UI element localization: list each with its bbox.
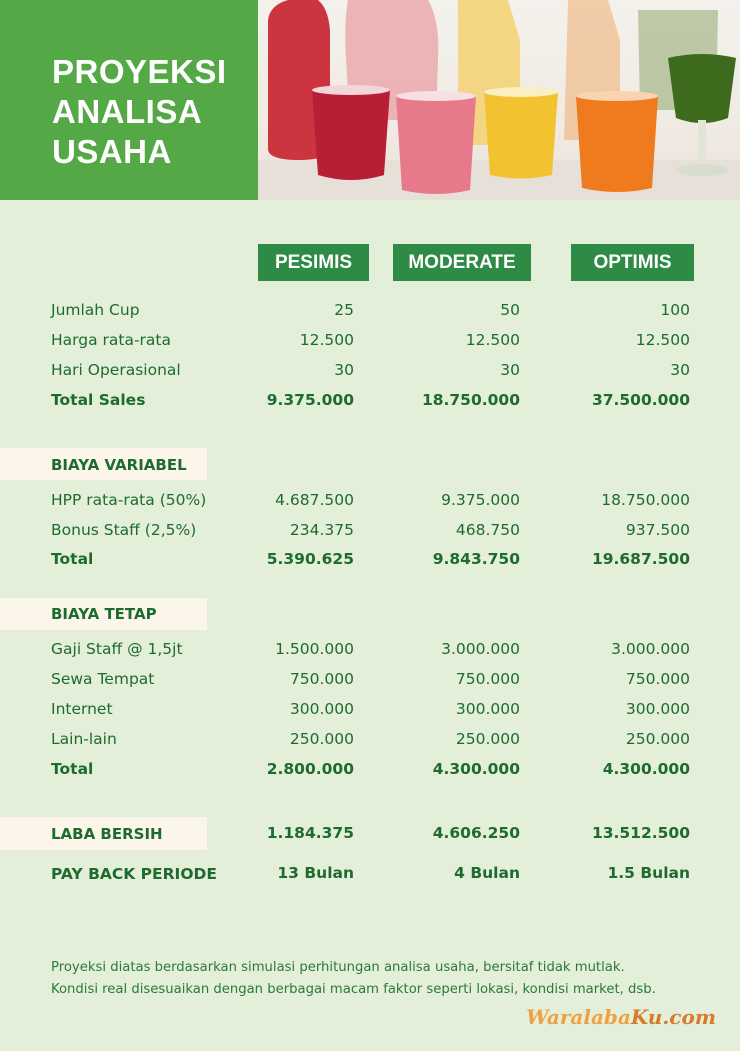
title-line: ANALISA [52, 93, 203, 130]
cell-moderate: 3.000.000 [441, 640, 520, 658]
total-tetap-moderate: 4.300.000 [432, 760, 520, 778]
cell-pesimis: 750.000 [289, 670, 354, 688]
row-label: Sewa Tempat [51, 670, 155, 688]
cell-optimis: 30 [670, 361, 690, 379]
total-sales-pesimis: 9.375.000 [266, 391, 354, 409]
total-tetap-optimis: 4.300.000 [602, 760, 690, 778]
cell-optimis: 100 [660, 301, 690, 319]
cell-moderate: 9.375.000 [441, 491, 520, 509]
row-label: Bonus Staff (2,5%) [51, 521, 197, 539]
section-band [0, 598, 207, 630]
cell-moderate: 468.750 [455, 521, 520, 539]
juice-glasses-photo [258, 0, 740, 200]
cell-optimis: 750.000 [625, 670, 690, 688]
total-variabel-optimis: 19.687.500 [591, 550, 690, 568]
cell-optimis: 12.500 [635, 331, 690, 349]
row-label: HPP rata-rata (50%) [51, 491, 207, 509]
title-line: PROYEKSI [52, 53, 227, 90]
cell-moderate: 30 [500, 361, 520, 379]
cell-moderate: 12.500 [465, 331, 520, 349]
watermark-part: Waralaba [526, 1005, 631, 1029]
total-variabel-moderate: 9.843.750 [432, 550, 520, 568]
total-sales-label: Total Sales [51, 391, 146, 409]
cell-optimis: 3.000.000 [611, 640, 690, 658]
payback-optimis: 1.5 Bulan [607, 864, 690, 882]
row-label: Hari Operasional [51, 361, 181, 379]
cell-moderate: 750.000 [455, 670, 520, 688]
watermark-part: Ku.com [630, 1005, 716, 1029]
total-variabel-pesimis: 5.390.625 [266, 550, 354, 568]
cell-pesimis: 234.375 [289, 521, 354, 539]
footnote-line: Proyeksi diatas berdasarkan simulasi per… [51, 960, 625, 975]
cell-pesimis: 25 [334, 301, 354, 319]
laba-bersih-optimis: 13.512.500 [591, 824, 690, 842]
total-sales-moderate: 18.750.000 [421, 391, 520, 409]
cell-pesimis: 1.500.000 [275, 640, 354, 658]
row-label: Internet [51, 700, 113, 718]
cell-moderate: 250.000 [455, 730, 520, 748]
cell-pesimis: 4.687.500 [275, 491, 354, 509]
total-sales-optimis: 37.500.000 [591, 391, 690, 409]
section-band [0, 817, 207, 850]
cell-moderate: 300.000 [455, 700, 520, 718]
column-header-pesimis: PESIMIS [258, 244, 369, 281]
row-label: Jumlah Cup [51, 301, 140, 319]
cell-optimis: 300.000 [625, 700, 690, 718]
cell-moderate: 50 [500, 301, 520, 319]
laba-bersih-pesimis: 1.184.375 [266, 824, 354, 842]
total-variabel-label: Total [51, 550, 94, 568]
juice-illustration [258, 0, 740, 200]
page-title: PROYEKSI ANALISA USAHA [52, 52, 227, 172]
column-header-moderate: MODERATE [393, 244, 531, 281]
cell-optimis: 18.750.000 [601, 491, 690, 509]
section-title-biaya-variabel: BIAYA VARIABEL [51, 456, 187, 474]
row-label: Lain-lain [51, 730, 117, 748]
title-line: USAHA [52, 133, 172, 170]
laba-bersih-moderate: 4.606.250 [432, 824, 520, 842]
total-tetap-label: Total [51, 760, 94, 778]
row-label: Harga rata-rata [51, 331, 172, 349]
cell-pesimis: 30 [334, 361, 354, 379]
cell-pesimis: 300.000 [289, 700, 354, 718]
cell-pesimis: 250.000 [289, 730, 354, 748]
cell-optimis: 250.000 [625, 730, 690, 748]
section-band [0, 448, 207, 480]
footnote-line: Kondisi real disesuaikan dengan berbagai… [51, 982, 656, 997]
payback-pesimis: 13 Bulan [277, 864, 354, 882]
watermark-logo: WaralabaKu.com [526, 1005, 716, 1029]
cell-optimis: 937.500 [625, 521, 690, 539]
row-label: Gaji Staff @ 1,5jt [51, 640, 183, 658]
header-banner: PROYEKSI ANALISA USAHA [0, 0, 258, 200]
column-header-optimis: OPTIMIS [571, 244, 694, 281]
total-tetap-pesimis: 2.800.000 [266, 760, 354, 778]
footnote: Proyeksi diatas berdasarkan simulasi per… [51, 957, 711, 1001]
cell-pesimis: 12.500 [299, 331, 354, 349]
section-title-biaya-tetap: BIAYA TETAP [51, 605, 157, 623]
payback-moderate: 4 Bulan [454, 864, 520, 882]
laba-bersih-label: LABA BERSIH [51, 825, 163, 843]
payback-label: PAY BACK PERIODE [51, 865, 217, 883]
